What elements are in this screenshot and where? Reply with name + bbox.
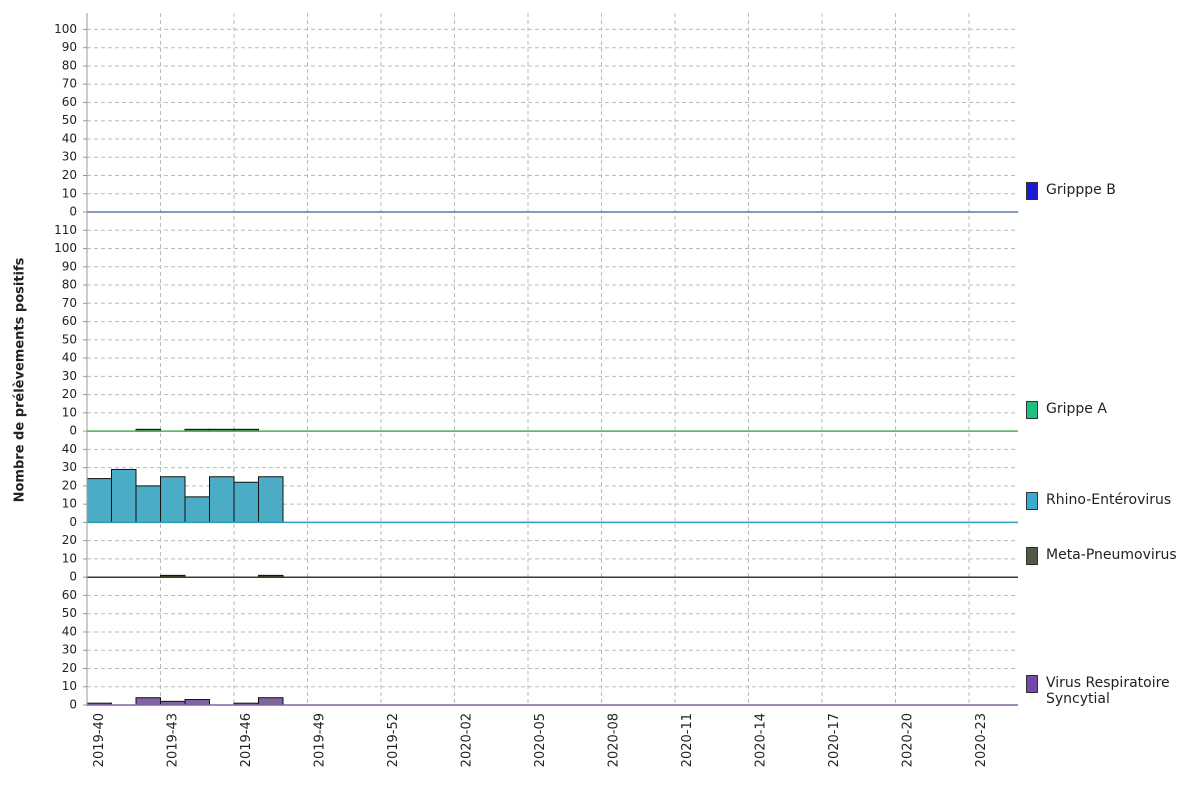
y-tick-label: 0 bbox=[69, 698, 77, 712]
legend-label: Rhino-Entérovirus bbox=[1046, 492, 1172, 509]
y-tick-label: 20 bbox=[62, 661, 77, 675]
legend-swatch bbox=[1026, 401, 1038, 420]
y-tick-label: 80 bbox=[62, 278, 77, 292]
bar bbox=[209, 476, 235, 523]
y-tick-label: 30 bbox=[62, 369, 77, 383]
bar bbox=[135, 485, 161, 523]
legend-item: Virus Respiratoire Syncytial bbox=[1026, 675, 1196, 707]
legend-item: Rhino-Entérovirus bbox=[1026, 492, 1196, 511]
y-tick-label: 0 bbox=[69, 570, 77, 584]
legend-label: Gripppe B bbox=[1046, 182, 1116, 199]
x-tick-label: 2019-52 bbox=[386, 713, 401, 767]
y-tick-label: 10 bbox=[62, 405, 77, 419]
bar bbox=[184, 699, 210, 706]
y-tick-label: 60 bbox=[62, 588, 77, 602]
y-tick-label: 30 bbox=[62, 150, 77, 164]
x-tick-label: 2019-40 bbox=[92, 713, 107, 767]
y-tick-label: 20 bbox=[62, 533, 77, 547]
y-tick-label: 90 bbox=[62, 40, 77, 54]
y-tick-label: 0 bbox=[69, 424, 77, 438]
legend-item: Meta-Pneumovirus bbox=[1026, 547, 1196, 566]
y-tick-label: 30 bbox=[62, 643, 77, 657]
legend-item: Gripppe B bbox=[1026, 182, 1196, 201]
x-tick-label: 2020-20 bbox=[900, 713, 915, 767]
bar bbox=[86, 478, 112, 523]
y-axis-label: Nombre de prélèvements positifs bbox=[13, 257, 28, 502]
x-tick-label: 2020-17 bbox=[827, 713, 842, 767]
y-tick-label: 70 bbox=[62, 77, 77, 91]
y-tick-label: 100 bbox=[54, 22, 77, 36]
y-tick-label: 100 bbox=[54, 241, 77, 255]
y-tick-label: 70 bbox=[62, 296, 77, 310]
x-tick-label: 2019-49 bbox=[312, 713, 327, 767]
y-tick-label: 40 bbox=[62, 442, 77, 456]
bar bbox=[135, 697, 161, 706]
bar bbox=[233, 481, 259, 523]
legend-swatch bbox=[1026, 675, 1038, 693]
y-tick-label: 40 bbox=[62, 131, 77, 145]
y-tick-label: 60 bbox=[62, 95, 77, 109]
bar bbox=[184, 496, 210, 523]
y-tick-label: 30 bbox=[62, 460, 77, 474]
y-tick-label: 110 bbox=[54, 223, 77, 237]
legend-item: Grippe A bbox=[1026, 401, 1196, 420]
y-tick-label: 10 bbox=[62, 186, 77, 200]
y-tick-label: 10 bbox=[62, 551, 77, 565]
legend-label: Grippe A bbox=[1046, 401, 1107, 418]
y-tick-label: 10 bbox=[62, 497, 77, 511]
y-tick-label: 90 bbox=[62, 259, 77, 273]
bar bbox=[258, 697, 284, 706]
x-tick-label: 2020-11 bbox=[680, 713, 695, 767]
x-tick-label: 2019-46 bbox=[239, 713, 254, 767]
x-tick-label: 2020-08 bbox=[606, 713, 621, 767]
y-tick-label: 10 bbox=[62, 679, 77, 693]
legend-swatch bbox=[1026, 182, 1038, 201]
legend-swatch bbox=[1026, 492, 1038, 511]
y-tick-label: 80 bbox=[62, 58, 77, 72]
y-tick-label: 20 bbox=[62, 168, 77, 182]
y-tick-label: 60 bbox=[62, 314, 77, 328]
legend-label: Meta-Pneumovirus bbox=[1046, 547, 1177, 564]
x-tick-label: 2020-23 bbox=[974, 713, 989, 767]
y-tick-label: 50 bbox=[62, 606, 77, 620]
y-tick-label: 40 bbox=[62, 351, 77, 365]
x-tick-label: 2020-05 bbox=[533, 713, 548, 767]
y-tick-label: 20 bbox=[62, 478, 77, 492]
x-tick-label: 2019-43 bbox=[165, 713, 180, 767]
bar bbox=[258, 476, 284, 523]
x-tick-label: 2020-14 bbox=[753, 713, 768, 767]
y-tick-label: 20 bbox=[62, 387, 77, 401]
y-tick-label: 40 bbox=[62, 624, 77, 638]
bar bbox=[111, 468, 137, 523]
y-tick-label: 50 bbox=[62, 332, 77, 346]
legend-label: Virus Respiratoire Syncytial bbox=[1046, 675, 1170, 707]
bar bbox=[160, 476, 186, 523]
y-tick-label: 0 bbox=[69, 205, 77, 219]
y-tick-label: 50 bbox=[62, 113, 77, 127]
legend-swatch bbox=[1026, 547, 1038, 566]
y-tick-label: 0 bbox=[69, 515, 77, 529]
x-tick-label: 2020-02 bbox=[459, 713, 474, 767]
